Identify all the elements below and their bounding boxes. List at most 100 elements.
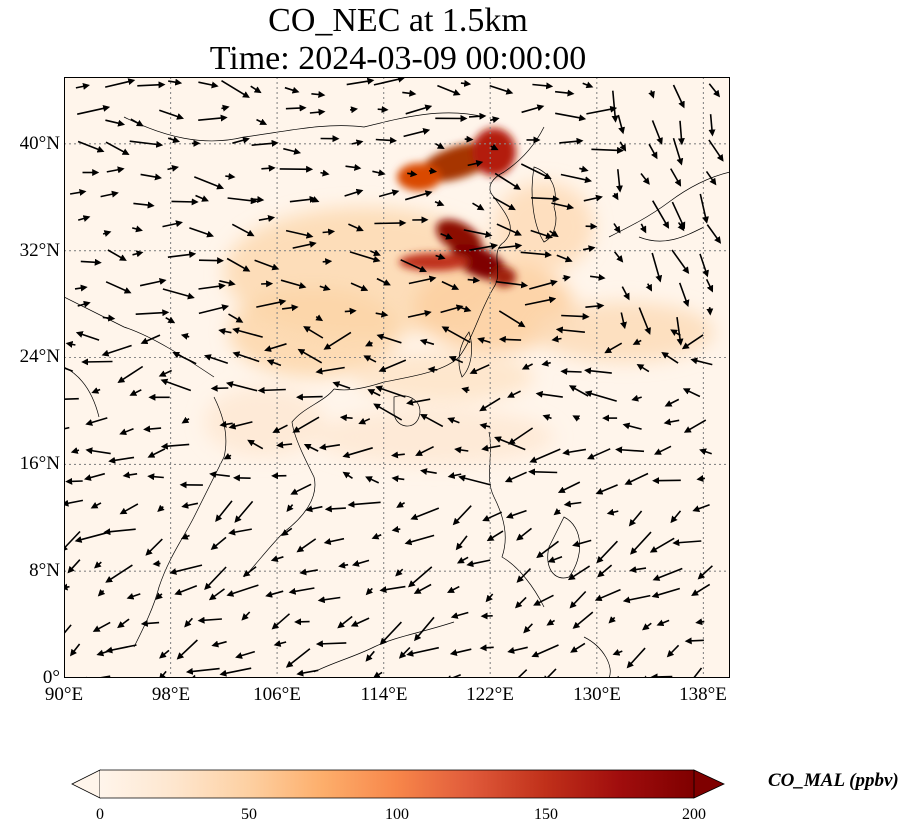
wind-arrow bbox=[622, 594, 651, 604]
wind-arrow bbox=[140, 334, 161, 345]
wind-arrow bbox=[339, 414, 353, 422]
wind-arrow bbox=[320, 169, 330, 177]
wind-arrow bbox=[162, 220, 183, 228]
wind-arrow bbox=[541, 359, 551, 367]
wind-arrow bbox=[706, 224, 722, 244]
wind-arrow bbox=[119, 503, 139, 515]
wind-arrow bbox=[404, 190, 433, 201]
wind-arrow bbox=[706, 307, 714, 316]
wind-arrow bbox=[521, 104, 545, 114]
wind-arrow bbox=[90, 502, 102, 509]
wind-arrow bbox=[695, 618, 705, 626]
wind-arrow bbox=[632, 338, 642, 345]
wind-arrow bbox=[708, 139, 724, 162]
wind-arrow bbox=[561, 312, 590, 320]
wind-arrow bbox=[250, 195, 265, 203]
wind-arrow bbox=[64, 426, 70, 430]
wind-arrow bbox=[91, 387, 101, 394]
wind-arrow bbox=[584, 367, 612, 375]
wind-arrow bbox=[651, 120, 663, 145]
wind-arrow bbox=[227, 197, 258, 205]
wind-arrow bbox=[231, 223, 255, 237]
wind-arrow bbox=[531, 644, 559, 658]
colorbar-extend-min bbox=[71, 769, 101, 799]
wind-arrow bbox=[622, 422, 642, 430]
wind-arrow bbox=[64, 624, 72, 641]
wind-arrow bbox=[437, 84, 461, 96]
wind-arrow bbox=[105, 141, 130, 155]
wind-arrow bbox=[472, 202, 485, 211]
wind-arrow bbox=[555, 89, 575, 97]
wind-arrow bbox=[117, 618, 130, 629]
wind-arrow bbox=[250, 85, 262, 94]
wind-arrow bbox=[495, 280, 529, 289]
wind-arrow bbox=[322, 258, 333, 266]
wind-arrow bbox=[107, 249, 127, 261]
wind-arrow bbox=[219, 667, 252, 677]
wind-arrow bbox=[391, 525, 401, 533]
wind-arrow bbox=[377, 105, 389, 113]
wind-arrow bbox=[261, 164, 276, 172]
wind-arrow bbox=[467, 159, 484, 167]
lat-tick-label: 0° bbox=[42, 667, 60, 688]
wind-arrow bbox=[414, 616, 435, 642]
wind-arrow bbox=[595, 484, 618, 495]
wind-arrow bbox=[461, 386, 470, 394]
wind-arrow bbox=[265, 590, 284, 598]
wind-arrow bbox=[521, 363, 533, 370]
wind-arrow bbox=[195, 194, 209, 202]
wind-arrow bbox=[638, 307, 651, 335]
wind-arrow bbox=[542, 414, 552, 421]
wind-arrow bbox=[344, 188, 364, 197]
wind-arrow bbox=[590, 273, 606, 281]
wind-arrow bbox=[311, 91, 326, 98]
wind-arrow bbox=[198, 114, 228, 122]
wind-arrow bbox=[80, 258, 102, 266]
wind-arrow bbox=[299, 568, 318, 576]
lon-tick-label: 106°E bbox=[253, 684, 301, 705]
wind-arrow bbox=[479, 397, 501, 412]
wind-arrow bbox=[315, 640, 347, 648]
wind-arrow bbox=[408, 275, 437, 285]
wind-arrow bbox=[677, 120, 685, 146]
wind-arrow bbox=[629, 566, 647, 574]
wind-arrow bbox=[351, 139, 364, 147]
wind-arrow bbox=[297, 348, 323, 364]
wind-arrow bbox=[606, 508, 619, 516]
wind-arrow bbox=[560, 367, 582, 375]
wind-arrow bbox=[699, 193, 709, 224]
wind-arrow bbox=[129, 389, 142, 396]
wind-arrow bbox=[198, 257, 225, 265]
wind-arrow bbox=[69, 643, 81, 657]
wind-arrow bbox=[102, 314, 116, 322]
wind-arrow bbox=[481, 444, 501, 452]
wind-arrow bbox=[64, 395, 79, 403]
wind-arrow bbox=[363, 355, 377, 363]
plot-title-line2: Time: 2024-03-09 00:00:00 bbox=[209, 40, 587, 77]
colorbar-tick-label: 50 bbox=[241, 806, 257, 823]
wind-arrow bbox=[624, 472, 649, 485]
wind-arrow bbox=[162, 288, 195, 300]
wind-arrow bbox=[642, 622, 652, 631]
wind-arrow bbox=[671, 201, 686, 230]
wind-arrow bbox=[452, 505, 472, 526]
wind-arrow bbox=[226, 257, 251, 272]
wind-arrow bbox=[407, 309, 432, 318]
wind-arrow bbox=[365, 587, 374, 596]
wind-arrow bbox=[74, 284, 88, 292]
wind-arrow bbox=[648, 90, 655, 99]
wind-arrow bbox=[441, 326, 471, 344]
wind-arrow bbox=[171, 198, 199, 206]
wind-arrow bbox=[699, 448, 712, 456]
wind-arrow bbox=[532, 82, 554, 90]
wind-arrow bbox=[620, 312, 627, 330]
wind-arrow bbox=[285, 648, 311, 668]
wind-arrow bbox=[395, 568, 404, 577]
wind-arrow bbox=[281, 527, 293, 537]
wind-arrow bbox=[604, 342, 623, 354]
wind-arrow bbox=[656, 619, 670, 627]
wind-arrow bbox=[640, 173, 650, 185]
wind-arrow bbox=[211, 640, 227, 648]
wind-arrow bbox=[97, 589, 106, 597]
wind-arrow bbox=[152, 559, 161, 567]
